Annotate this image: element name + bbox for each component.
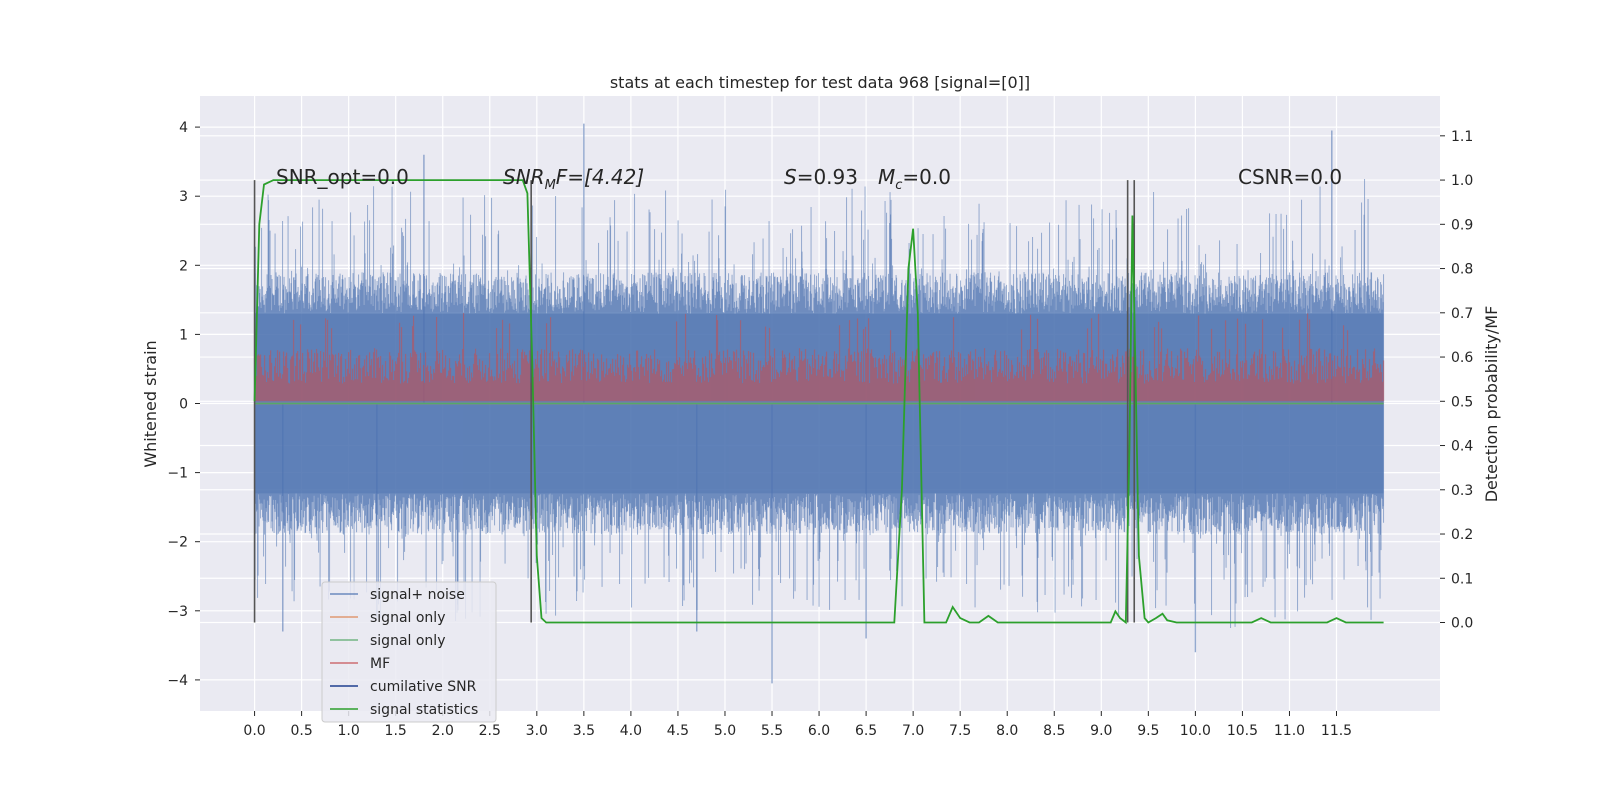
y-tick-label-right: 0.1 [1451,571,1473,587]
x-tick-label: 4.5 [667,723,689,739]
y-tick-label-right: 0.5 [1451,394,1473,410]
legend-label-3: MF [370,656,390,672]
annotation-s-stat: S=0.93 [784,165,858,189]
x-tick-label: 6.5 [855,723,877,739]
y-tick-label-right: 0.8 [1451,262,1473,278]
y-tick-label: −3 [167,604,188,620]
x-tick-label: 3.5 [573,723,595,739]
y-tick-label: 4 [179,120,188,136]
y-tick-label-right: 0.4 [1451,439,1473,455]
legend-label-5: signal statistics [370,702,478,718]
annotation-snr-opt: SNR_opt=0.0 [276,165,409,189]
y-tick-label: 1 [179,327,188,343]
chart-title: stats at each timestep for test data 968… [610,73,1030,92]
x-tick-label: 0.0 [243,723,265,739]
y-tick-label-right: 0.3 [1451,483,1473,499]
legend: signal+ noise signal only signal only MF… [321,581,497,723]
legend-frame [321,581,497,723]
annotation-mc-prefix: M [878,165,895,189]
x-tick-label: 8.5 [1043,723,1065,739]
y-tick-label-right: 0.9 [1451,217,1473,233]
x-tick-label: 9.5 [1137,723,1159,739]
y-axis-label-right: Detection probability/MF [1482,306,1501,503]
signal-statistics-line [253,179,1384,625]
series-signal-statistics [253,179,1384,625]
x-tick-label: 8.0 [996,723,1018,739]
x-tick-label: 1.0 [338,723,360,739]
x-tick-label: 9.0 [1090,723,1112,739]
x-tick-label: 2.5 [479,723,501,739]
x-tick-label: 11.0 [1274,723,1305,739]
y-tick-label-right: 0.7 [1451,306,1473,322]
annotation-snr-mf: SNRMF=[4.42] [503,165,644,193]
series-mf [253,313,1385,402]
legend-label-4: cumilative SNR [370,679,477,695]
annotation-snr-mf-prefix: SNR [503,165,545,189]
y-tick-label-right: 0.2 [1451,527,1473,543]
x-tick-label: 7.5 [949,723,971,739]
y-tick-label: −4 [167,673,188,689]
x-tick-label: 11.5 [1321,723,1352,739]
y-axis-ticks-left: 4 3 2 1 0 −1 −2 −3 −4 [167,120,200,689]
y-axis-label-left: Whitened strain [141,340,160,467]
x-tick-label: 5.5 [761,723,783,739]
x-tick-label: 5.0 [714,723,736,739]
x-tick-label: 7.0 [902,723,924,739]
y-tick-label: −2 [167,535,188,551]
legend-label-2: signal only [370,633,445,649]
annotation-snr-mf-suffix: F=[4.42] [556,165,644,189]
annotation-snr-mf-sub: M [545,178,556,193]
x-tick-label: 3.0 [526,723,548,739]
legend-label-1: signal only [370,610,445,626]
y-tick-label: 2 [179,258,188,274]
y-tick-label-right: 0.6 [1451,350,1473,366]
y-tick-label-right: 1.1 [1451,129,1473,145]
x-tick-label: 4.0 [620,723,642,739]
x-tick-label: 10.0 [1180,723,1211,739]
y-tick-label: 0 [179,397,188,413]
y-tick-label-right: 1.0 [1451,173,1473,189]
x-tick-label: 10.5 [1227,723,1258,739]
legend-label-0: signal+ noise [370,587,465,603]
annotation-csnr: CSNR=0.0 [1238,165,1342,189]
y-tick-label: 3 [179,189,188,205]
annotation-s-suffix: =0.93 [797,165,858,189]
y-tick-label: −1 [167,466,188,482]
annotation-mc-suffix: =0.0 [902,165,951,189]
x-tick-label: 0.5 [290,723,312,739]
x-tick-label: 1.5 [385,723,407,739]
x-tick-label: 2.0 [432,723,454,739]
annotation-mc-sub: c [895,178,902,193]
y-tick-label-right: 0.0 [1451,616,1473,632]
y-axis-ticks-right: 1.1 1.0 0.9 0.8 0.7 0.6 0.5 0.4 0.3 0.2 0.1 0.0 [1440,129,1473,632]
x-axis-ticks: 0.0 0.5 1.0 1.5 2.0 2.5 3.0 3.5 4.0 4.5 5.0 5.5 6.0 6… [243,711,1352,739]
annotation-s-prefix: S [784,165,797,189]
x-tick-label: 6.0 [808,723,830,739]
annotation-mc-stat: Mc=0.0 [878,165,951,193]
